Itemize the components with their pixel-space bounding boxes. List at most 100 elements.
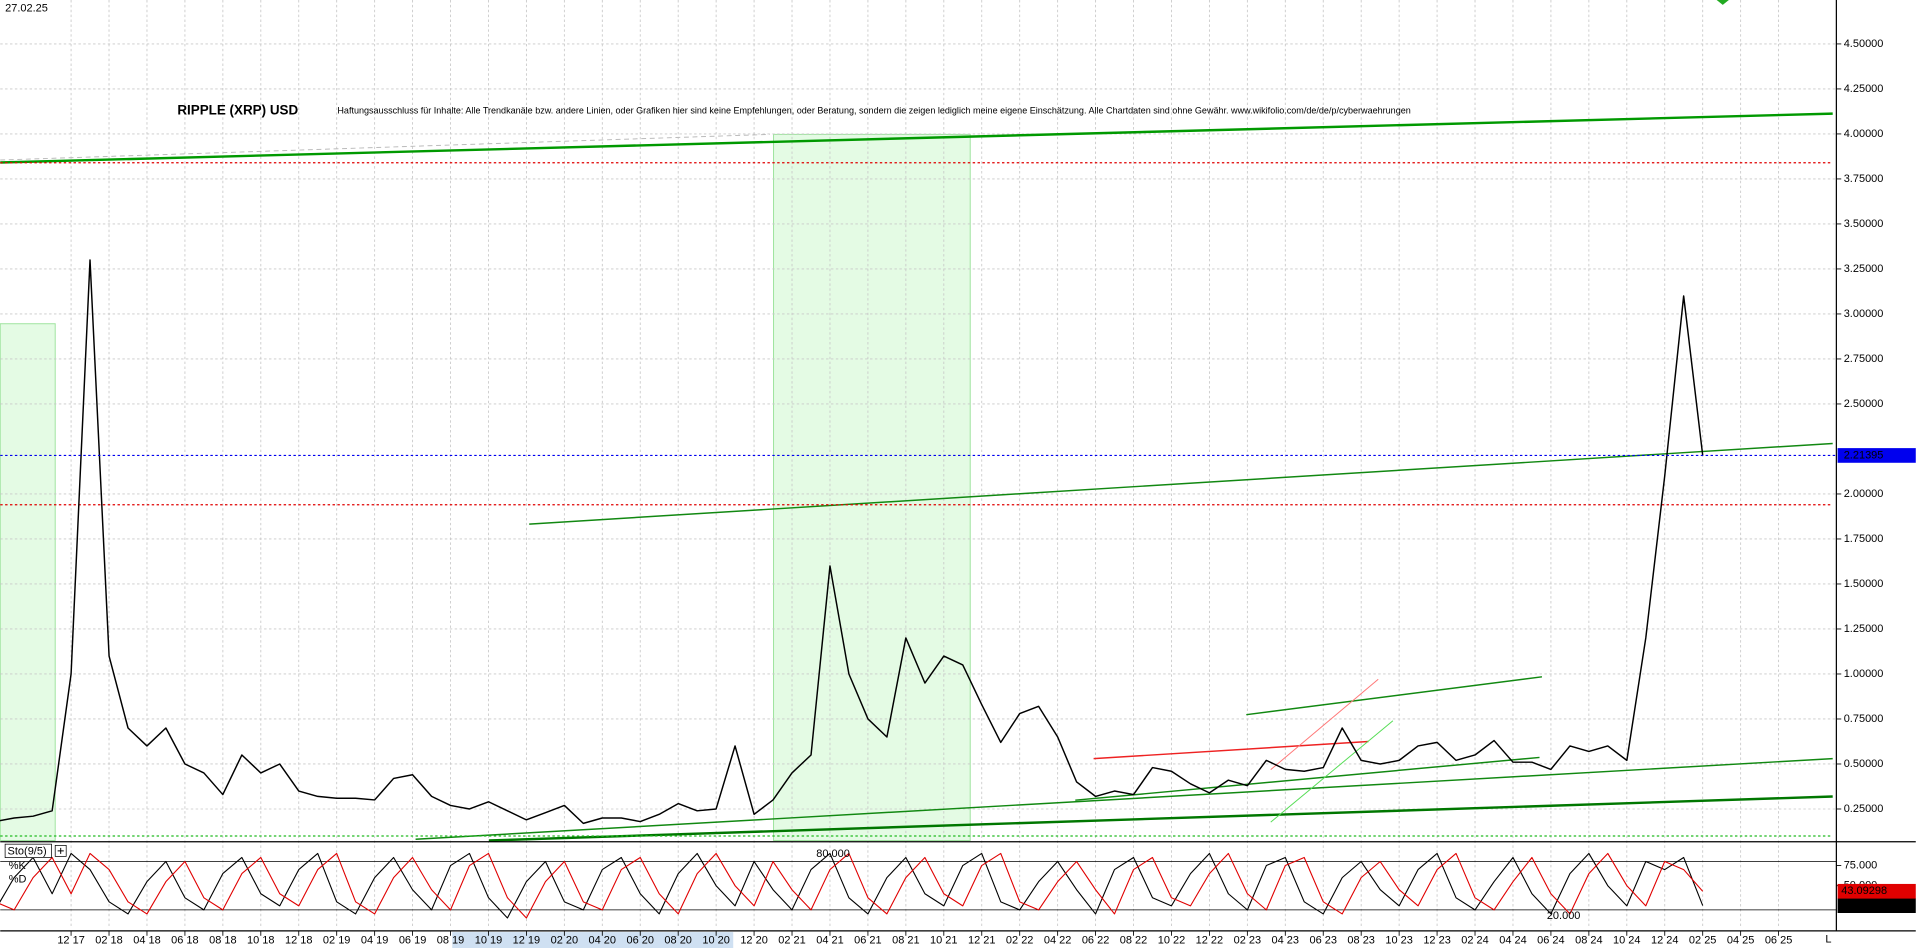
y-tick-label: 3.50000 — [1844, 218, 1884, 230]
x-tick-label: 06 18 — [171, 935, 199, 947]
axis-end-label: L — [1825, 933, 1831, 945]
x-tick-label: 12 18 — [285, 935, 313, 947]
x-tick-label: 06 22 — [1082, 935, 1110, 947]
trend-line — [1246, 676, 1543, 716]
trend-line — [1075, 756, 1540, 801]
trend-line — [1270, 678, 1379, 771]
x-tick-label: 10 24 — [1613, 935, 1640, 947]
x-tick-label: 02 23 — [1234, 935, 1262, 947]
y-tick-label: 4.50000 — [1844, 38, 1884, 50]
x-tick-label: 08 22 — [1120, 935, 1148, 947]
series-line — [0, 852, 1704, 919]
x-tick-label: 02 20 — [551, 935, 579, 947]
x-tick-label: 12 17 — [57, 935, 85, 947]
y-tick-label: 3.25000 — [1844, 263, 1884, 275]
x-tick-label: 02 25 — [1689, 935, 1716, 947]
x-tick-label: 04 19 — [361, 935, 389, 947]
y-tick-label: 0.25000 — [1844, 803, 1884, 815]
series-line — [0, 259, 1704, 825]
readout-box — [1837, 883, 1916, 899]
x-tick-label: 10 19 — [475, 935, 503, 947]
expand-icon — [57, 847, 64, 854]
y-tick-label: 4.25000 — [1844, 83, 1884, 95]
y-tick-label: 0.75000 — [1844, 713, 1884, 725]
y-tick-label: 1.00000 — [1844, 668, 1884, 680]
axis-highlight — [452, 932, 734, 948]
y-tick-label: 1.25000 — [1844, 623, 1884, 635]
x-tick-label: 04 21 — [816, 935, 844, 947]
disclaimer: Haftungsausschluss für Inhalte: Alle Tre… — [337, 106, 1410, 116]
date: 27.02.25 — [5, 2, 48, 14]
indicator-box — [4, 843, 52, 858]
y-tick-label: 4.00000 — [1844, 128, 1884, 140]
trend-line — [488, 795, 1833, 842]
x-tick-label: 02 22 — [1006, 935, 1034, 947]
x-tick-label: 10 20 — [702, 935, 730, 947]
x-tick-label: 10 22 — [1158, 935, 1186, 947]
y-tick-label: 1.50000 — [1844, 578, 1884, 590]
y-tick-label: 2.00000 — [1844, 488, 1884, 500]
x-tick-label: 10 18 — [247, 935, 274, 947]
readout-label: 43.09298 — [1841, 885, 1887, 897]
y-tick-label: 2.50000 — [1844, 398, 1884, 410]
x-tick-label: 08 21 — [892, 935, 920, 947]
zone — [0, 323, 56, 841]
x-tick-label: 08 18 — [209, 935, 236, 947]
x-tick-label: 12 22 — [1196, 935, 1224, 947]
x-tick-label: 06 23 — [1309, 935, 1336, 947]
x-tick-label: 04 22 — [1044, 935, 1072, 947]
readout-label: 25.23061 — [1841, 900, 1887, 912]
x-tick-label: 02 19 — [323, 935, 351, 947]
plot — [0, 162, 1837, 919]
x-tick-label: 12 21 — [968, 935, 996, 947]
indicator-title: Sto(9/5) — [8, 845, 47, 857]
chart-title: RIPPLE (XRP) USD — [177, 103, 298, 118]
trend-line — [415, 757, 1833, 841]
x-tick-label: 04 24 — [1499, 935, 1527, 947]
x-tick-label: 06 25 — [1765, 935, 1792, 947]
x-tick-label: 12 23 — [1423, 935, 1450, 947]
current-box — [1837, 448, 1916, 463]
y-tick-label: 2.75000 — [1844, 353, 1884, 365]
x-tick-label: 12 19 — [513, 935, 541, 947]
x-tick-label: 02 18 — [95, 935, 122, 947]
trend-line — [0, 112, 1833, 164]
y-tick-label: 3.00000 — [1844, 308, 1884, 320]
trend-line — [1093, 740, 1369, 760]
x-tick-label: 08 24 — [1575, 935, 1602, 947]
trend-line — [529, 442, 1833, 525]
level-label: 80.000 — [816, 848, 850, 860]
x-tick-label: 12 20 — [740, 935, 768, 947]
grid — [0, 0, 1837, 927]
x-tick-label: 06 21 — [854, 935, 882, 947]
level-label: 20.000 — [1547, 910, 1581, 922]
x-tick-label: 04 20 — [589, 935, 617, 947]
trend-line — [0, 133, 770, 161]
marker — [1716, 0, 1729, 5]
legend-entry: %D — [9, 873, 27, 885]
x-tick-label: 06 20 — [626, 935, 654, 947]
x-tick-label: 10 21 — [930, 935, 958, 947]
x-tick-label: 10 23 — [1385, 935, 1413, 947]
y-tick-label: 75.000 — [1844, 859, 1878, 871]
x-tick-label: 08 23 — [1347, 935, 1375, 947]
x-tick-label: 08 19 — [437, 935, 465, 947]
x-tick-label: 04 18 — [133, 935, 161, 947]
zone — [773, 133, 971, 841]
x-tick-label: 08 20 — [664, 935, 692, 947]
x-tick-label: 06 24 — [1537, 935, 1564, 947]
series-line — [0, 852, 1704, 919]
x-tick-label: 04 23 — [1272, 935, 1299, 947]
x-tick-label: 02 21 — [778, 935, 806, 947]
trend-lines — [0, 112, 1833, 842]
y-tick-label: 0.50000 — [1844, 758, 1884, 770]
x-tick-label: 06 19 — [399, 935, 427, 947]
y-tick-label: 3.75000 — [1844, 173, 1884, 185]
x-tick-label: 12 24 — [1651, 935, 1679, 947]
x-tick-label: 04 25 — [1727, 935, 1755, 947]
legend-entry: %K — [9, 860, 27, 872]
x-tick-label: 02 24 — [1461, 935, 1489, 947]
readout-box — [1837, 898, 1916, 913]
y-tick-label: 1.75000 — [1844, 533, 1884, 545]
